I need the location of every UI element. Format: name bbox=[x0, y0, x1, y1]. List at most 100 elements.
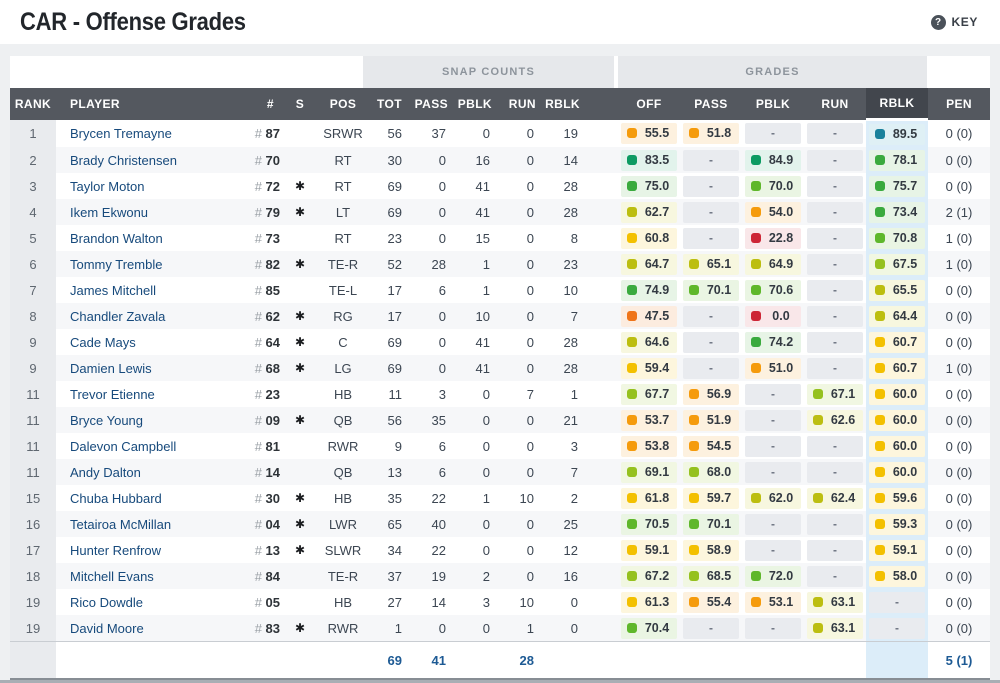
col-header-snap-rblk[interactable]: RBLK bbox=[544, 88, 588, 120]
rank-cell: 16 bbox=[10, 511, 56, 537]
col-header-snap-pass[interactable]: PASS bbox=[412, 88, 456, 120]
grade-pass-cell: - bbox=[680, 199, 742, 225]
grade-pill: 64.9 bbox=[745, 253, 801, 275]
player-name-link[interactable]: Andy Dalton bbox=[70, 464, 141, 480]
player-name-link[interactable]: Brandon Walton bbox=[70, 230, 163, 246]
player-name-link[interactable]: David Moore bbox=[70, 620, 144, 636]
snap-rblk-cell: 23 bbox=[544, 251, 588, 277]
grade-value: 58.9 bbox=[706, 543, 732, 557]
grade-pill: 53.1 bbox=[745, 591, 801, 613]
grade-pill: - bbox=[683, 305, 739, 327]
grade-color-square bbox=[627, 233, 637, 243]
player-name-link[interactable]: Brady Christensen bbox=[70, 152, 177, 168]
grade-color-square bbox=[751, 597, 761, 607]
grade-value: 60.0 bbox=[892, 439, 918, 453]
player-name-link[interactable]: Damien Lewis bbox=[70, 360, 152, 376]
grade-pill: 59.6 bbox=[869, 487, 925, 509]
grade-pblk-cell: - bbox=[742, 459, 804, 485]
grade-pill: 60.0 bbox=[869, 435, 925, 457]
grade-pblk-cell: - bbox=[742, 407, 804, 433]
col-header-snap-run[interactable]: RUN bbox=[500, 88, 544, 120]
grade-value: 55.5 bbox=[644, 126, 670, 141]
grade-pill: 62.4 bbox=[807, 487, 863, 509]
jersey-number-cell: # 72 bbox=[252, 173, 282, 199]
hash-symbol: # bbox=[254, 204, 266, 220]
player-name-link[interactable]: Hunter Renfrow bbox=[70, 542, 162, 558]
hash-symbol: # bbox=[254, 308, 266, 324]
grade-run-cell: - bbox=[804, 173, 866, 199]
player-name-link[interactable]: Trevor Etienne bbox=[70, 386, 155, 402]
grade-pass-cell: 51.9 bbox=[680, 407, 742, 433]
player-name-link[interactable]: Dalevon Campbell bbox=[70, 438, 177, 454]
grade-color-square bbox=[689, 519, 699, 529]
grade-color-square bbox=[751, 155, 761, 165]
grade-color-square bbox=[627, 389, 637, 399]
spacer-cell bbox=[588, 225, 618, 251]
player-name-link[interactable]: Tetairoa McMillan bbox=[70, 516, 172, 532]
jersey-number-cell: # 30 bbox=[252, 485, 282, 511]
player-name-link[interactable]: Mitchell Evans bbox=[70, 568, 154, 584]
player-name-link[interactable]: Chuba Hubbard bbox=[70, 490, 162, 506]
grade-value: 55.4 bbox=[706, 595, 732, 609]
jersey-number-cell: # 05 bbox=[252, 589, 282, 615]
snap-tot-cell: 17 bbox=[368, 303, 412, 329]
starter-cell bbox=[282, 589, 318, 615]
spacer-cell bbox=[588, 355, 618, 381]
spacer-cell bbox=[588, 459, 618, 485]
col-header-jersey[interactable]: # bbox=[252, 88, 282, 120]
grade-pill: - bbox=[807, 331, 863, 353]
grade-off-cell: 64.7 bbox=[618, 251, 680, 277]
player-name-link[interactable]: Bryce Young bbox=[70, 412, 144, 428]
snap-pblk-cell: 0 bbox=[456, 511, 500, 537]
col-header-starter[interactable]: S bbox=[282, 88, 318, 120]
col-header-player[interactable]: PLAYER bbox=[56, 88, 252, 120]
grade-pill: 59.1 bbox=[869, 539, 925, 561]
col-header-grade-pass[interactable]: PASS bbox=[680, 88, 742, 120]
spacer-cell bbox=[588, 173, 618, 199]
col-header-snap-tot[interactable]: TOT bbox=[368, 88, 412, 120]
col-header-snap-pblk[interactable]: PBLK bbox=[456, 88, 500, 120]
player-name-link[interactable]: Brycen Tremayne bbox=[70, 125, 172, 141]
rank-cell: 4 bbox=[10, 199, 56, 225]
snap-run-cell: 0 bbox=[500, 199, 544, 225]
col-header-rank[interactable]: RANK bbox=[10, 88, 56, 120]
jersey-number: 70 bbox=[265, 152, 280, 168]
rank-cell: 15 bbox=[10, 485, 56, 511]
snap-tot-cell: 9 bbox=[394, 438, 402, 454]
col-header-grade-off[interactable]: OFF bbox=[618, 88, 680, 120]
col-header-pos[interactable]: POS bbox=[318, 88, 368, 120]
grade-value: 70.0 bbox=[768, 179, 794, 193]
jersey-number-cell: # 68 bbox=[252, 355, 282, 381]
grade-color-square bbox=[627, 623, 637, 633]
player-cell: Tommy Tremble bbox=[56, 251, 252, 277]
grade-color-square bbox=[875, 181, 885, 191]
jersey-number-cell: # 81 bbox=[252, 433, 282, 459]
snap-pass-cell: 6 bbox=[438, 282, 446, 298]
col-header-grade-run[interactable]: RUN bbox=[804, 88, 866, 120]
jersey-number-cell: # 13 bbox=[252, 537, 282, 563]
spacer-cell bbox=[588, 120, 618, 148]
col-header-grade-rblk[interactable]: RBLK bbox=[866, 88, 928, 121]
player-name-link[interactable]: Taylor Moton bbox=[70, 178, 145, 194]
grade-pill: 68.5 bbox=[683, 565, 739, 587]
player-name-link[interactable]: Ikem Ekwonu bbox=[70, 204, 149, 220]
player-name-link[interactable]: James Mitchell bbox=[70, 282, 156, 298]
col-header-pen[interactable]: PEN bbox=[928, 88, 990, 120]
player-name-link[interactable]: Cade Mays bbox=[70, 334, 136, 350]
grade-color-square bbox=[875, 129, 885, 139]
player-name-link[interactable]: Chandler Zavala bbox=[70, 308, 166, 324]
grade-pill: 70.4 bbox=[621, 617, 677, 639]
grade-color-square bbox=[875, 493, 885, 503]
grade-pass-cell: - bbox=[680, 225, 742, 251]
key-button[interactable]: ? KEY bbox=[930, 14, 978, 30]
grade-color-square bbox=[875, 285, 885, 295]
grade-pblk-cell: - bbox=[742, 120, 804, 148]
jersey-number-cell: # 70 bbox=[252, 147, 282, 173]
position-cell: RWR bbox=[318, 615, 368, 642]
player-name-link[interactable]: Tommy Tremble bbox=[70, 256, 163, 272]
col-header-grade-pblk[interactable]: PBLK bbox=[742, 88, 804, 120]
grade-color-square bbox=[627, 363, 637, 373]
hash-symbol: # bbox=[254, 334, 266, 350]
grade-pill: 62.0 bbox=[745, 487, 801, 509]
player-name-link[interactable]: Rico Dowdle bbox=[70, 594, 143, 610]
